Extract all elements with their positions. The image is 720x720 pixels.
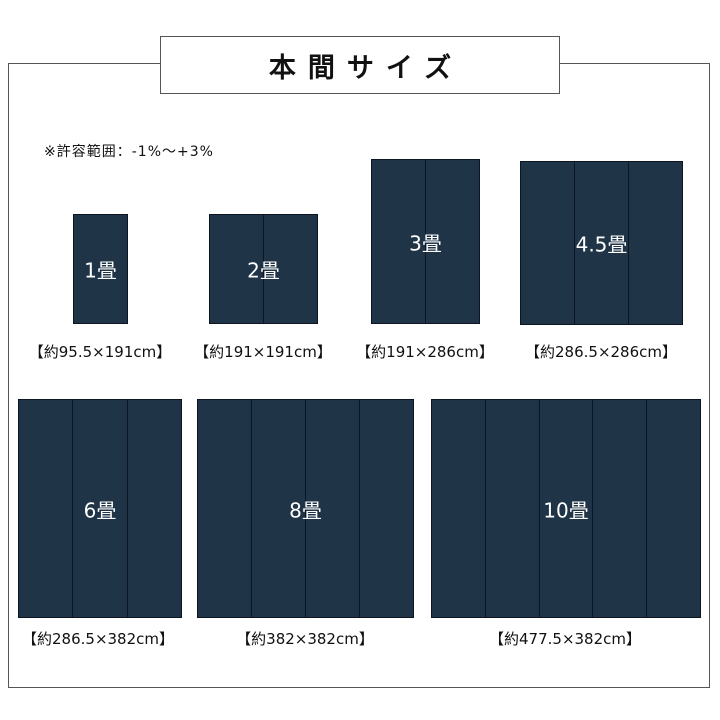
rug-panel xyxy=(305,400,359,617)
rug-panel xyxy=(646,400,700,617)
rug-panel xyxy=(592,400,646,617)
tolerance-note: ※許容範囲：-1%～+3% xyxy=(44,144,214,160)
dimension-label: 【約191×191cm】 xyxy=(194,343,332,361)
rug-diagram: 3畳 xyxy=(371,159,480,324)
tatami-size-label: 2畳 xyxy=(247,258,280,283)
dimension-label: 【約191×286cm】 xyxy=(356,343,494,361)
rug-panel xyxy=(484,400,539,617)
rug-panel xyxy=(538,400,593,617)
rug-panel xyxy=(126,400,181,617)
rug-panel xyxy=(72,400,126,617)
rug-panel xyxy=(574,162,628,324)
dimension-label: 【約286.5×286cm】 xyxy=(525,343,677,361)
rug-panel xyxy=(628,162,682,324)
tatami-size-label: 8畳 xyxy=(289,498,322,522)
rug-diagram: 10畳 xyxy=(431,399,701,618)
tatami-size-label: 3畳 xyxy=(409,231,442,255)
rug-diagram: 4.5畳 xyxy=(520,161,683,325)
title-box: 本間サイズ xyxy=(160,36,560,94)
rug-diagram: 2畳 xyxy=(209,214,318,324)
tatami-size-label: 4.5畳 xyxy=(575,232,628,257)
tatami-size-label: 1畳 xyxy=(84,258,117,283)
tatami-size-label: 10畳 xyxy=(543,498,589,522)
rug-panel xyxy=(425,160,479,323)
rug-diagram: 6畳 xyxy=(18,399,182,618)
page-title: 本間サイズ xyxy=(268,52,464,84)
rug-diagram: 1畳 xyxy=(73,214,128,324)
dimension-label: 【約382×382cm】 xyxy=(236,630,374,648)
rug-panel xyxy=(359,400,413,617)
dimension-label: 【約95.5×191cm】 xyxy=(28,343,172,361)
dimension-label: 【約477.5×382cm】 xyxy=(489,630,641,648)
rug-panel xyxy=(251,400,305,617)
tatami-size-label: 6畳 xyxy=(83,498,117,522)
dimension-label: 【約286.5×382cm】 xyxy=(22,630,174,648)
rug-panel xyxy=(263,215,317,323)
rug-diagram: 8畳 xyxy=(197,399,414,618)
